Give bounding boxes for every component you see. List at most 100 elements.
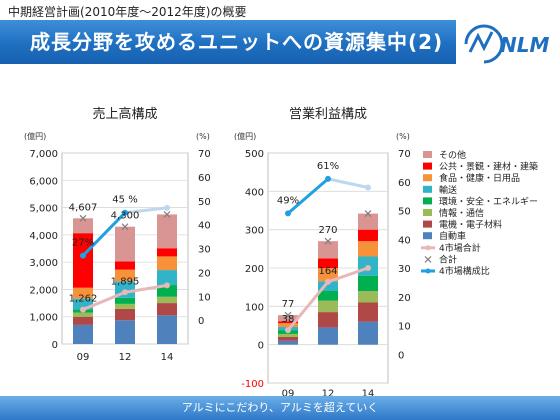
bar-segment-profit bbox=[358, 275, 378, 291]
y-tick-label-profit: 500 bbox=[245, 149, 264, 160]
four-market-total-point-profit bbox=[285, 327, 291, 334]
legend-swatch bbox=[423, 209, 432, 216]
bar-segment-sales bbox=[157, 303, 177, 316]
y-tick-label-sales: 0 bbox=[52, 340, 58, 351]
bar-segment-sales bbox=[73, 233, 93, 288]
bar-segment-sales bbox=[115, 303, 135, 309]
share-point-profit bbox=[325, 175, 331, 182]
total-marker-sales bbox=[79, 214, 87, 222]
y-tick-label-profit: 400 bbox=[245, 187, 264, 198]
share-line-sales bbox=[81, 211, 127, 257]
legend-label: 情報・通信 bbox=[439, 207, 484, 219]
page-subtitle: 中期経営計画(2010年度～2012年度)の概要 bbox=[8, 5, 247, 19]
y2-tick-label-profit: 70 bbox=[398, 149, 411, 160]
bar-segment-sales bbox=[115, 226, 135, 262]
x-tick-label-sales: 14 bbox=[161, 352, 174, 363]
share-line-plan-sales bbox=[124, 206, 168, 215]
bar-segment-profit bbox=[278, 333, 298, 337]
bar-segment-sales bbox=[73, 324, 93, 344]
bar-segment-sales bbox=[115, 320, 135, 344]
bar-segment-sales bbox=[73, 298, 93, 310]
data-label-sales: 27% bbox=[72, 238, 94, 249]
legend-line-marker bbox=[425, 245, 431, 251]
left-axis-unit-profit: (億円) bbox=[234, 131, 256, 141]
y2-tick-label-profit: 20 bbox=[398, 293, 411, 304]
legend-line-marker bbox=[425, 268, 431, 274]
legend-swatch bbox=[423, 197, 432, 205]
bar-segment-profit bbox=[358, 241, 378, 257]
y2-tick-label-sales: 70 bbox=[198, 149, 211, 160]
four-market-total-point-sales bbox=[122, 289, 128, 296]
y2-tick-label-sales: 0 bbox=[198, 316, 204, 327]
legend-swatch bbox=[423, 151, 432, 158]
legend-label: 合計 bbox=[439, 253, 457, 265]
x-tick-label-sales: 09 bbox=[77, 352, 90, 363]
share-point-profit bbox=[365, 184, 371, 191]
y-tick-label-profit: -100 bbox=[241, 379, 264, 390]
bar-segment-profit bbox=[358, 321, 378, 345]
legend-label: 輸送 bbox=[439, 184, 457, 196]
four-market-total-point-sales bbox=[164, 282, 170, 289]
bar-segment-profit bbox=[318, 327, 338, 345]
legend-label: 自動車 bbox=[439, 230, 466, 242]
legend-label: 4市場構成比 bbox=[439, 265, 490, 277]
bar-segment-sales bbox=[157, 296, 177, 304]
y-tick-label-sales: 5,000 bbox=[29, 204, 58, 215]
data-label-profit: 38 bbox=[282, 314, 295, 325]
y2-tick-label-sales: 40 bbox=[198, 221, 211, 232]
data-label-profit: 61% bbox=[317, 161, 339, 172]
x-tick-label-profit: 12 bbox=[322, 389, 335, 396]
bar-segment-profit bbox=[278, 315, 298, 322]
bar-segment-profit bbox=[318, 281, 338, 291]
total-marker-profit bbox=[364, 210, 372, 217]
bar-segment-profit bbox=[358, 213, 378, 230]
legend-label: 環境・安全・エネルギー bbox=[439, 195, 538, 207]
legend-label: 公共・景観・建材・建築 bbox=[439, 161, 538, 173]
data-label-sales: 1,895 bbox=[111, 276, 140, 287]
y2-tick-label-profit: 30 bbox=[398, 264, 411, 275]
y-tick-label-profit: 200 bbox=[245, 264, 264, 275]
y-tick-label-sales: 1,000 bbox=[29, 313, 58, 324]
y2-tick-label-sales: 20 bbox=[198, 268, 211, 279]
bar-segment-sales bbox=[157, 270, 177, 286]
share-line-profit bbox=[287, 177, 329, 215]
share-point-sales bbox=[80, 252, 86, 259]
y-tick-label-sales: 6,000 bbox=[29, 176, 58, 187]
bar-segment-sales bbox=[157, 248, 177, 257]
bar-segment-profit bbox=[318, 312, 338, 328]
data-label-sales: 45 % bbox=[112, 195, 137, 206]
footer-slogan: アルミにこだわり、アルミを超えていく bbox=[181, 401, 379, 414]
left-axis-unit-sales: (億円) bbox=[24, 131, 46, 141]
bar-segment-sales bbox=[73, 312, 93, 317]
y2-tick-label-sales: 30 bbox=[198, 245, 211, 256]
right-axis-unit-sales: (%) bbox=[196, 132, 210, 141]
page-title: 成長分野を攻めるユニットへの資源集中(2) bbox=[30, 30, 444, 54]
legend-swatch bbox=[423, 162, 432, 170]
bar-segment-sales bbox=[73, 287, 93, 299]
legend-x-marker bbox=[424, 255, 432, 263]
share-point-profit bbox=[285, 210, 291, 217]
four-market-total-point-profit bbox=[365, 265, 371, 271]
data-label-sales: 4,300 bbox=[111, 211, 140, 222]
charts-canvas: 売上高構成 (億円) (%) 0 1,000 2,000 3,000 4,000 5,000 6,… bbox=[24, 106, 538, 396]
y-tick-label-sales: 7,000 bbox=[29, 149, 58, 160]
data-label-profit: 164 bbox=[318, 266, 337, 277]
x-tick-label-profit: 09 bbox=[282, 389, 295, 396]
company-logo: NLM bbox=[464, 24, 549, 64]
right-axis-unit-profit: (%) bbox=[396, 132, 410, 141]
chart-title-profit: 営業利益構成 bbox=[289, 106, 367, 122]
bar-segment-sales bbox=[157, 256, 177, 271]
bar-segment-sales bbox=[115, 261, 135, 270]
bar-segment-profit bbox=[318, 268, 338, 282]
chart-title-sales: 売上高構成 bbox=[92, 106, 157, 122]
bar-segment-sales bbox=[115, 308, 135, 321]
bar-segment-profit bbox=[318, 258, 338, 268]
data-label-profit: 270 bbox=[318, 225, 337, 236]
data-label-sales: 1,262 bbox=[69, 294, 98, 305]
y2-tick-label-profit: 10 bbox=[398, 322, 411, 333]
y2-tick-label-profit: 0 bbox=[398, 350, 404, 361]
y-tick-label-profit: 0 bbox=[258, 341, 264, 352]
y2-tick-label-sales: 60 bbox=[198, 173, 211, 184]
y-tick-label-sales: 4,000 bbox=[29, 231, 58, 242]
y2-tick-label-profit: 40 bbox=[398, 235, 411, 246]
